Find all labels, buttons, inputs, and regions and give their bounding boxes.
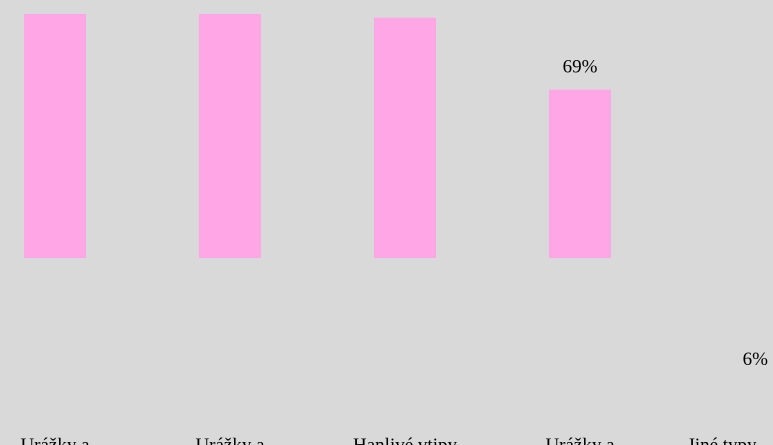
category-tick-label: Urážky a xyxy=(195,435,265,445)
bars-group xyxy=(24,14,611,258)
bar-value-label: 69% xyxy=(563,57,598,78)
bar xyxy=(374,17,436,258)
bar xyxy=(199,14,261,258)
category-tick-label: Hanlivé vtipy xyxy=(353,435,457,445)
bar-value-label: 6% xyxy=(743,349,769,370)
bar xyxy=(549,89,611,258)
value-labels-group: 69% 6% xyxy=(563,57,769,370)
category-labels-group: Urážky a Urážky a Hanlivé vtipy Urážky a Jin… xyxy=(20,435,757,445)
category-tick-label: Jiné typy xyxy=(687,435,757,445)
bar xyxy=(24,14,86,258)
category-tick-label: Urážky a xyxy=(20,435,90,445)
category-tick-label: Urážky a xyxy=(545,435,615,445)
